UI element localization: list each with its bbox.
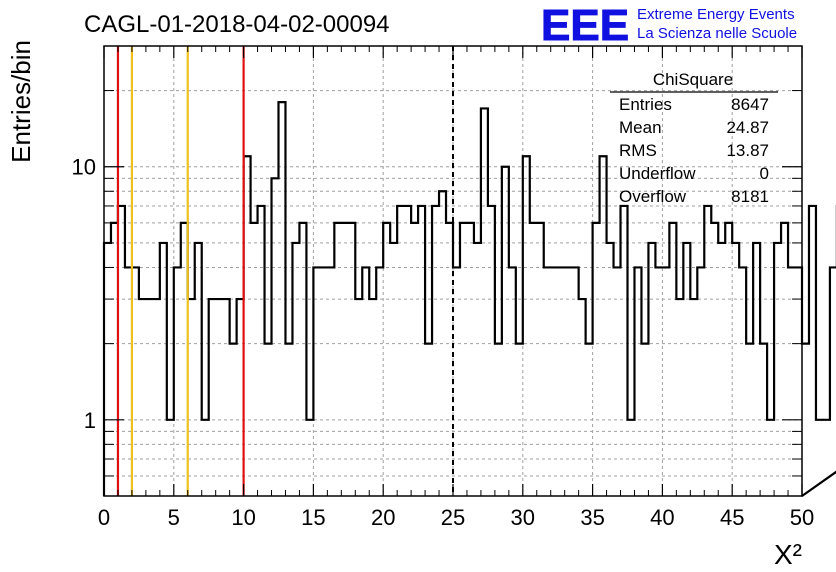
x-tick-label: 15 xyxy=(301,505,325,530)
x-tick-label: 40 xyxy=(650,505,674,530)
x-tick-label: 50 xyxy=(790,505,814,530)
stats-label-rms: RMS xyxy=(619,141,657,160)
chart-title: CAGL-01-2018-04-02-00094 xyxy=(84,11,390,38)
y-axis-ticks: 1 10 xyxy=(72,90,802,477)
x-axis-label: X² xyxy=(774,539,802,570)
histogram-line xyxy=(102,101,836,497)
y-axis-label: Entries/bin xyxy=(6,40,36,163)
stats-value-overflow: 8181 xyxy=(731,187,769,206)
stats-label-entries: Entries xyxy=(619,95,672,114)
stats-label-mean: Mean xyxy=(619,118,662,137)
x-tick-label: 0 xyxy=(98,505,110,530)
x-tick-label: 25 xyxy=(441,505,465,530)
x-tick-label: 20 xyxy=(371,505,395,530)
x-tick-label: 35 xyxy=(580,505,604,530)
logo-line-1: Extreme Energy Events xyxy=(637,6,795,23)
logo-line-2: La Scienza nelle Scuole xyxy=(637,25,797,42)
stats-value-mean: 24.87 xyxy=(726,118,769,137)
stats-value-underflow: 0 xyxy=(760,164,769,183)
stats-title: ChiSquare xyxy=(653,70,733,89)
y-tick-label: 1 xyxy=(84,408,96,433)
logo-mark: EEE xyxy=(541,1,629,50)
stats-label-overflow: Overflow xyxy=(619,187,687,206)
stats-label-underflow: Underflow xyxy=(619,164,696,183)
x-tick-label: 5 xyxy=(168,505,180,530)
stats-value-entries: 8647 xyxy=(731,95,769,114)
y-tick-label: 10 xyxy=(72,155,96,180)
x-axis-ticks: 0 5 10 15 20 25 30 35 40 45 50 xyxy=(98,46,814,530)
x-tick-label: 30 xyxy=(511,505,535,530)
stats-box: ChiSquare Entries 8647 Mean 24.87 RMS 13… xyxy=(610,70,778,206)
marker-lines xyxy=(116,46,454,496)
stats-value-rms: 13.87 xyxy=(726,141,769,160)
eee-logo: EEE Extreme Energy Events La Scienza nel… xyxy=(541,1,798,51)
x-tick-label: 10 xyxy=(231,505,255,530)
x-tick-label: 45 xyxy=(720,505,744,530)
